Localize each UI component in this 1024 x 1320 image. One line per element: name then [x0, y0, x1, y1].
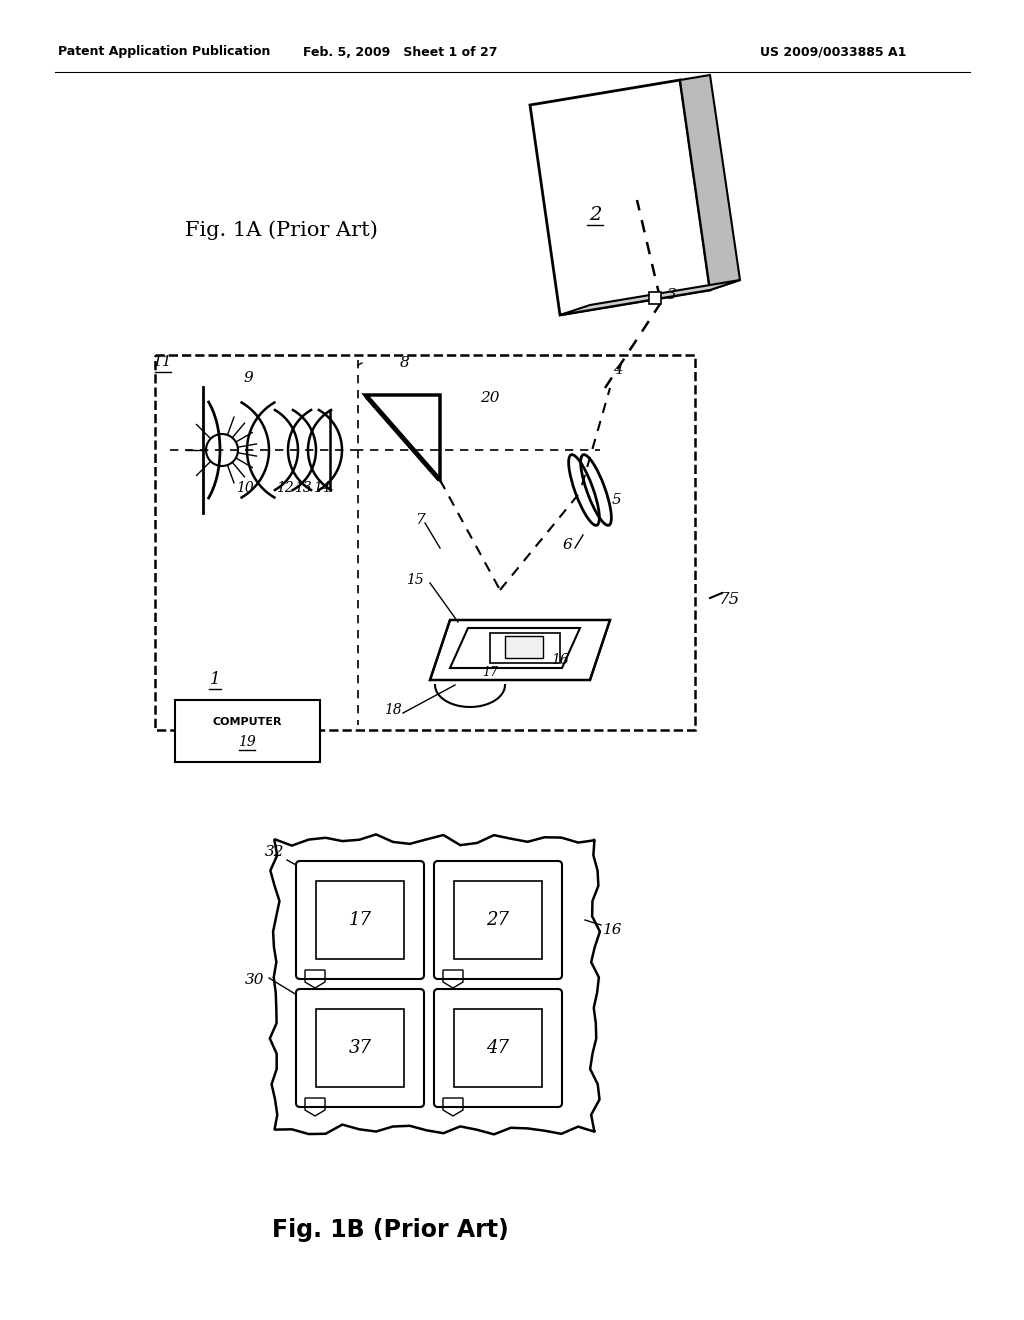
Text: 17: 17 [482, 665, 498, 678]
Text: Fig. 1A (Prior Art): Fig. 1A (Prior Art) [185, 220, 378, 240]
Text: 16: 16 [551, 653, 569, 667]
Text: 30: 30 [246, 973, 265, 987]
Text: Fig. 1B (Prior Art): Fig. 1B (Prior Art) [271, 1218, 508, 1242]
Polygon shape [680, 75, 740, 290]
Bar [454, 1008, 542, 1086]
Text: 19: 19 [239, 735, 256, 748]
Text: 16: 16 [603, 923, 623, 937]
Text: Feb. 5, 2009   Sheet 1 of 27: Feb. 5, 2009 Sheet 1 of 27 [303, 45, 498, 58]
Text: COMPUTER: COMPUTER [212, 717, 282, 727]
Bar [649, 292, 662, 304]
Text: 11: 11 [154, 355, 173, 370]
Text: 4: 4 [613, 363, 623, 378]
Text: 18: 18 [384, 704, 401, 717]
Text: 9: 9 [243, 371, 253, 385]
Text: 13: 13 [294, 480, 312, 495]
Text: US 2009/0033885 A1: US 2009/0033885 A1 [760, 45, 906, 58]
Text: 10: 10 [237, 480, 254, 495]
Text: 20: 20 [480, 391, 500, 405]
Text: 5: 5 [612, 492, 622, 507]
Text: 47: 47 [486, 1039, 510, 1057]
Bar [505, 636, 543, 657]
Bar [155, 355, 695, 730]
Text: 17: 17 [348, 911, 372, 929]
Text: 14: 14 [313, 480, 331, 495]
Text: 3: 3 [667, 288, 677, 302]
Text: 6: 6 [562, 539, 571, 552]
Text: 1: 1 [210, 672, 220, 689]
Text: 32: 32 [265, 845, 285, 859]
Text: Patent Application Publication: Patent Application Publication [58, 45, 270, 58]
Text: 7: 7 [415, 513, 425, 527]
Polygon shape [560, 280, 740, 315]
Bar [454, 880, 542, 960]
Text: 75: 75 [720, 591, 740, 609]
FancyBboxPatch shape [296, 989, 424, 1107]
Bar [490, 634, 560, 663]
FancyBboxPatch shape [296, 861, 424, 979]
Text: 12: 12 [276, 480, 294, 495]
Text: 2: 2 [589, 206, 601, 224]
Bar [316, 1008, 404, 1086]
Bar [175, 700, 319, 762]
Text: 27: 27 [486, 911, 510, 929]
Text: 15: 15 [407, 573, 424, 587]
FancyBboxPatch shape [434, 861, 562, 979]
Bar [316, 880, 404, 960]
FancyBboxPatch shape [434, 989, 562, 1107]
Text: 37: 37 [348, 1039, 372, 1057]
Text: 8: 8 [400, 356, 410, 370]
